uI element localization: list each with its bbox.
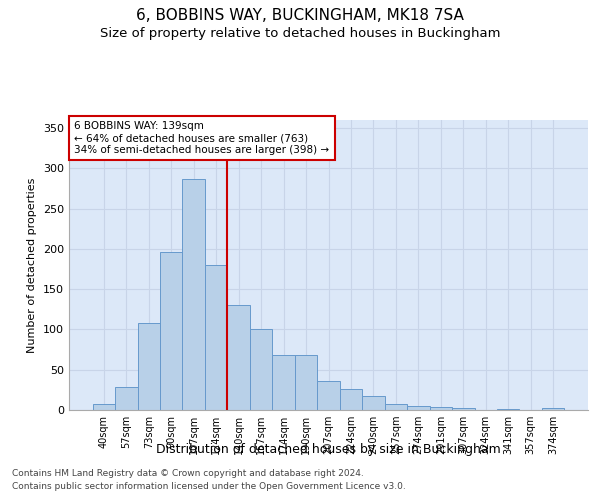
Bar — [340, 389, 362, 410]
Bar — [115, 388, 137, 410]
Bar — [430, 407, 452, 410]
Text: Size of property relative to detached houses in Buckingham: Size of property relative to detached ho… — [100, 28, 500, 40]
Bar — [160, 252, 182, 410]
Text: Contains public sector information licensed under the Open Government Licence v3: Contains public sector information licen… — [12, 482, 406, 491]
Text: Distribution of detached houses by size in Buckingham: Distribution of detached houses by size … — [157, 442, 501, 456]
Bar — [182, 179, 205, 410]
Text: 6 BOBBINS WAY: 139sqm
← 64% of detached houses are smaller (763)
34% of semi-det: 6 BOBBINS WAY: 139sqm ← 64% of detached … — [74, 122, 329, 154]
Bar — [227, 306, 250, 410]
Bar — [542, 408, 565, 410]
Bar — [385, 404, 407, 410]
Bar — [452, 408, 475, 410]
Bar — [137, 323, 160, 410]
Bar — [317, 381, 340, 410]
Bar — [407, 406, 430, 410]
Bar — [295, 355, 317, 410]
Bar — [250, 328, 272, 410]
Bar — [272, 355, 295, 410]
Bar — [497, 409, 520, 410]
Bar — [205, 265, 227, 410]
Text: 6, BOBBINS WAY, BUCKINGHAM, MK18 7SA: 6, BOBBINS WAY, BUCKINGHAM, MK18 7SA — [136, 8, 464, 22]
Y-axis label: Number of detached properties: Number of detached properties — [28, 178, 37, 352]
Bar — [362, 396, 385, 410]
Text: Contains HM Land Registry data © Crown copyright and database right 2024.: Contains HM Land Registry data © Crown c… — [12, 468, 364, 477]
Bar — [92, 404, 115, 410]
